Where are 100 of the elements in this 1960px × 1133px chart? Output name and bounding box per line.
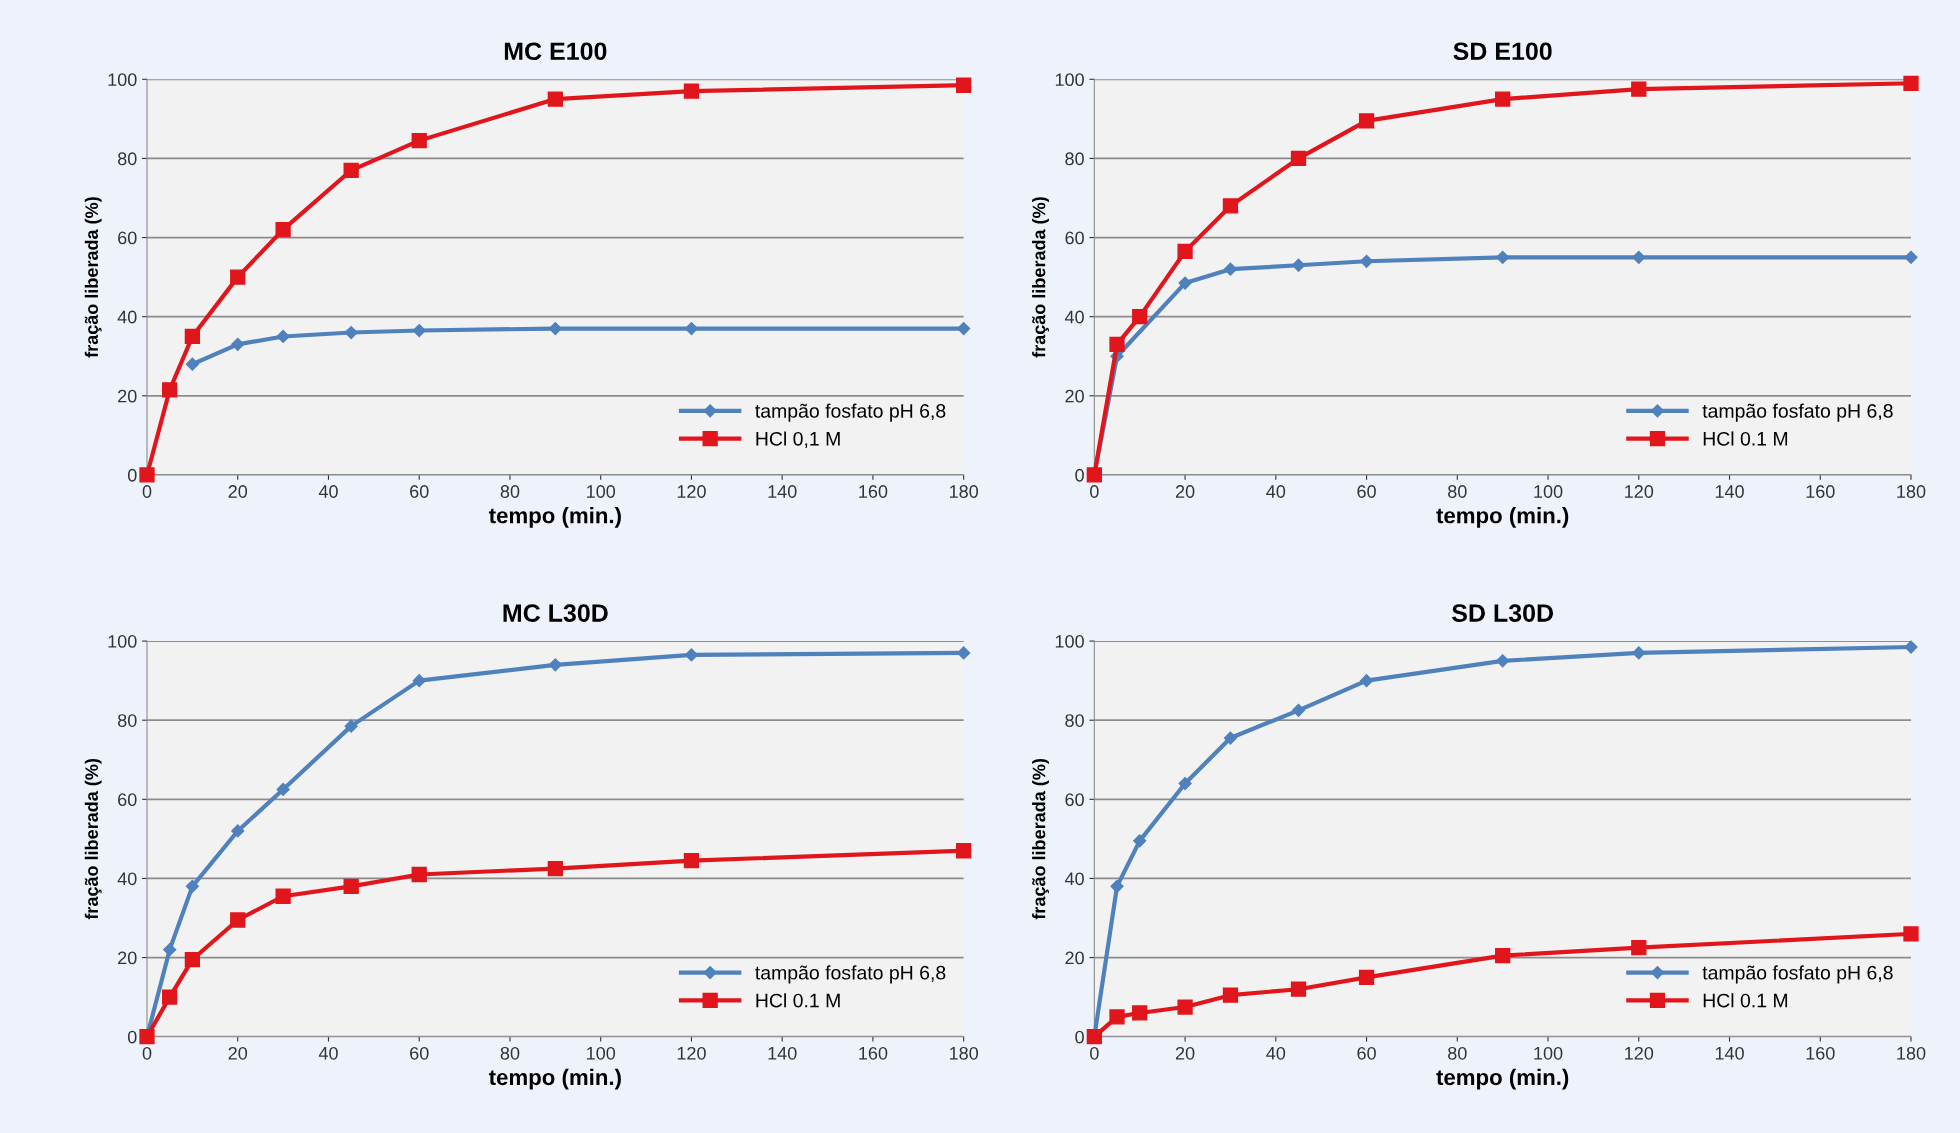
y-axis-title: fração liberada (%): [84, 197, 102, 358]
x-tick-label: 80: [1448, 485, 1467, 498]
point: [548, 658, 562, 672]
x-axis-title: tempo (min.): [488, 507, 621, 528]
chart-title: SD E100: [1453, 42, 1552, 61]
point: [1495, 91, 1511, 107]
y-tick-label: 40: [1064, 872, 1084, 886]
legend-label: HCl 0.1 M: [1703, 431, 1788, 446]
point: [1632, 646, 1646, 660]
point: [1290, 150, 1307, 167]
x-tick-label: 140: [1715, 1046, 1744, 1060]
point: [1631, 940, 1647, 956]
y-tick-label: 0: [127, 468, 137, 482]
point: [1223, 731, 1238, 745]
point: [1109, 1009, 1125, 1025]
x-tick-label: 80: [500, 1046, 520, 1060]
x-tick-label: 20: [228, 1046, 248, 1060]
x-tick-label: 60: [410, 485, 429, 498]
point: [231, 337, 245, 351]
x-tick-label: 160: [859, 485, 888, 498]
point: [1359, 674, 1374, 688]
point: [1632, 250, 1646, 264]
legend-label: HCl 0,1 M: [756, 431, 840, 448]
x-tick-label: 140: [768, 1046, 797, 1060]
point: [1222, 198, 1239, 214]
x-tick-label: 80: [1448, 1046, 1467, 1060]
chart-title: MC L30D: [503, 604, 608, 622]
y-tick-label: 100: [108, 73, 137, 87]
point: [162, 989, 178, 1005]
legend-label: HCl 0.1 M: [1703, 993, 1788, 1008]
point: [1904, 640, 1918, 654]
point: [411, 866, 427, 883]
legend-label: HCl 0.1 M: [756, 993, 840, 1008]
point: [956, 77, 972, 93]
point: [1903, 926, 1919, 942]
y-tick-label: 0: [127, 1030, 137, 1044]
y-tick-label: 100: [1055, 635, 1084, 648]
chart-title: SD L30D: [1451, 604, 1554, 622]
x-tick-label: 0: [1090, 485, 1099, 498]
point: [184, 951, 201, 968]
point: [344, 719, 358, 733]
point: [139, 467, 155, 483]
x-tick-label: 40: [318, 485, 338, 498]
legend-label: tampão fosfato pH 6,8: [1702, 403, 1893, 422]
y-tick-label: 0: [1075, 1030, 1084, 1044]
point: [1358, 969, 1375, 985]
y-axis-title: fração liberada (%): [1032, 759, 1049, 920]
point: [411, 132, 427, 149]
y-tick-label: 40: [117, 872, 137, 886]
point: [1177, 999, 1193, 1015]
x-tick-label: 100: [587, 1046, 616, 1060]
point: [1903, 75, 1919, 91]
y-tick-label: 0: [1075, 468, 1084, 482]
point: [1359, 254, 1374, 268]
y-tick-label: 80: [117, 152, 137, 166]
point: [1904, 250, 1918, 264]
chart-title: MC E100: [504, 42, 607, 61]
point: [1223, 262, 1238, 276]
y-tick-label: 80: [1065, 152, 1084, 166]
point: [230, 269, 246, 285]
y-tick-label: 80: [117, 714, 137, 727]
point: [276, 782, 290, 797]
x-tick-label: 120: [677, 1046, 706, 1060]
x-tick-label: 140: [768, 485, 797, 498]
point: [412, 323, 426, 338]
x-tick-label: 160: [1806, 1046, 1835, 1060]
y-tick-label: 100: [1055, 73, 1084, 87]
point: [1109, 336, 1125, 353]
point: [1631, 81, 1647, 97]
point: [957, 646, 971, 660]
legend-label: tampão fosfato pH 6,8: [755, 965, 946, 984]
x-tick-label: 0: [1090, 1046, 1099, 1060]
x-tick-label: 60: [410, 1046, 429, 1060]
x-tick-label: 180: [949, 485, 979, 498]
point: [1178, 276, 1192, 290]
legend-label: tampão fosfato pH 6,8: [1702, 965, 1893, 984]
x-tick-label: 40: [318, 1046, 338, 1060]
y-tick-label: 20: [118, 389, 137, 403]
point: [957, 321, 971, 336]
x-tick-label: 180: [1897, 485, 1926, 498]
y-tick-label: 40: [1064, 310, 1084, 324]
y-tick-label: 60: [118, 231, 137, 245]
x-tick-label: 80: [500, 485, 520, 498]
x-axis-title: tempo (min.): [1436, 1068, 1569, 1090]
y-tick-label: 20: [1065, 389, 1084, 403]
x-tick-label: 100: [1534, 1046, 1563, 1060]
y-tick-label: 40: [117, 310, 137, 324]
y-tick-label: 20: [1065, 951, 1084, 965]
x-axis-title: tempo (min.): [1436, 507, 1569, 528]
point: [684, 648, 699, 662]
point: [1133, 834, 1147, 848]
point: [185, 879, 199, 893]
x-tick-label: 100: [1534, 485, 1563, 498]
y-axis-title: fração liberada (%): [1032, 197, 1049, 358]
x-tick-label: 0: [142, 485, 152, 498]
x-tick-label: 20: [1175, 1046, 1195, 1060]
y-tick-label: 100: [108, 635, 137, 648]
point: [1496, 250, 1510, 264]
point: [231, 824, 245, 838]
point: [185, 357, 199, 371]
